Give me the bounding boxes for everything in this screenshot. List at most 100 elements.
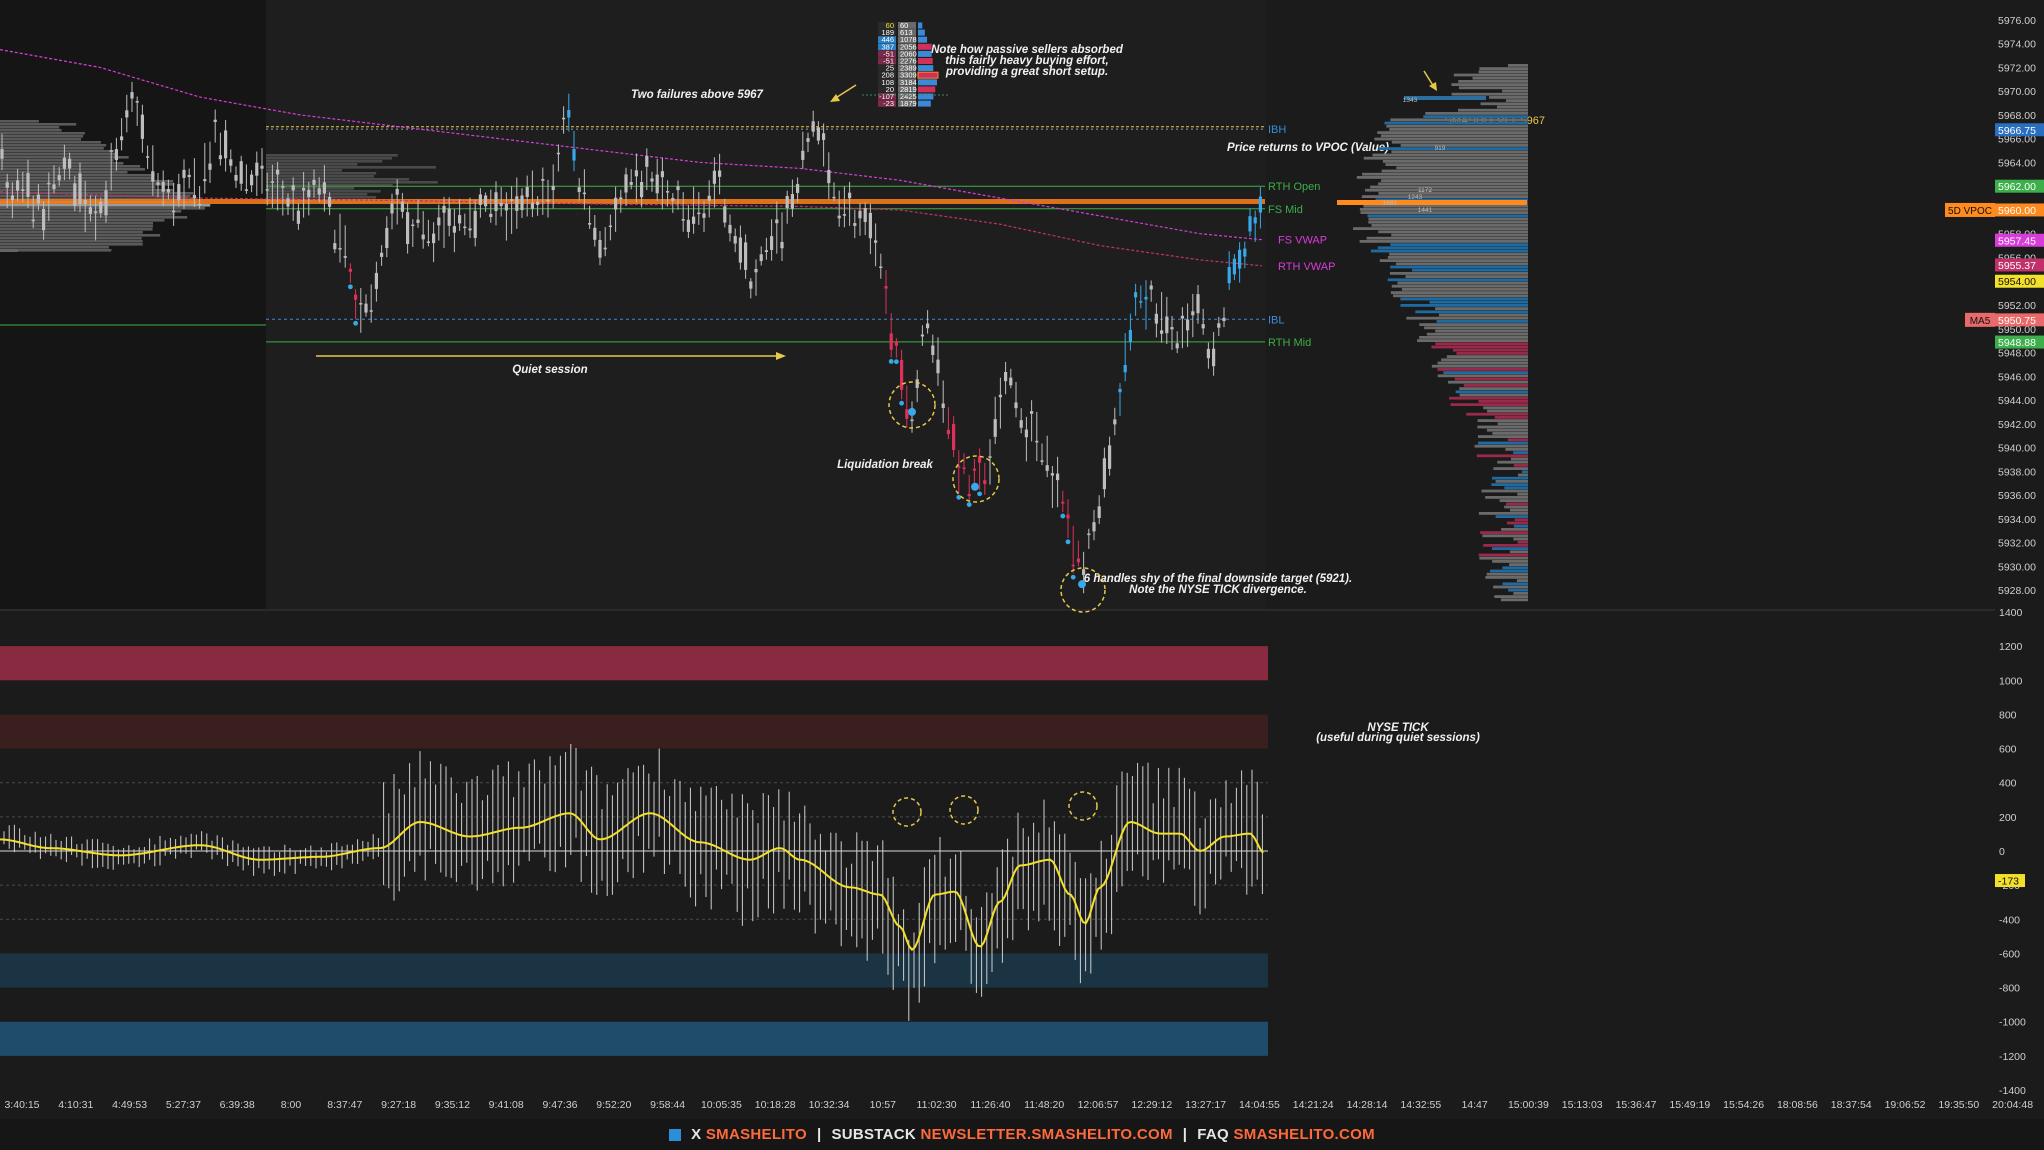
volume-profile-bar xyxy=(1485,576,1528,579)
price-axis-tick-label: 5930.00 xyxy=(1998,561,2036,573)
footprint-cell xyxy=(898,43,916,51)
footprint-cell xyxy=(898,78,916,86)
candle-body xyxy=(775,219,779,224)
candle-body xyxy=(1061,501,1065,504)
large-delta-dot xyxy=(1078,580,1086,589)
volume-profile-bar xyxy=(1494,595,1528,598)
candle-body xyxy=(1227,266,1231,284)
volume-profile-bar xyxy=(1483,406,1528,410)
candle-body xyxy=(1035,440,1039,443)
volume-profile-bar xyxy=(1486,428,1528,432)
overnight-profile-bar xyxy=(0,159,114,162)
candle-body xyxy=(229,159,233,166)
candle-body xyxy=(1175,343,1179,349)
volume-profile-bar xyxy=(1363,204,1528,208)
time-axis-tick-label: 10:57 xyxy=(870,1099,896,1111)
overnight-profile-bar xyxy=(0,222,154,225)
volume-profile-bar xyxy=(1518,473,1528,477)
candle-body xyxy=(567,109,571,118)
candle-body xyxy=(218,155,222,160)
overnight-profile-bar xyxy=(0,120,39,123)
rth-profile-bar xyxy=(266,163,358,166)
footprint-volume-bar xyxy=(918,93,934,100)
candle-body xyxy=(265,189,269,191)
footprint-left-value: 108 xyxy=(881,78,894,87)
volume-profile-bar xyxy=(1400,297,1528,301)
volume-profile-bar xyxy=(1472,76,1528,80)
candle-body xyxy=(1149,285,1153,290)
volume-profile-bar xyxy=(1513,524,1528,528)
rth-profile-bar xyxy=(266,181,438,184)
candle-body xyxy=(749,281,753,289)
annotation-price-returns: Price returns to VPOC (Value) xyxy=(1227,142,1389,154)
volume-profile-bar xyxy=(1478,441,1528,445)
candle-body xyxy=(255,162,259,176)
candle-body xyxy=(1040,460,1044,462)
overnight-profile-bar xyxy=(0,189,175,192)
overnight-profile-bar xyxy=(0,225,154,228)
volume-profile-bar xyxy=(1485,496,1528,499)
overnight-profile-bar xyxy=(0,231,143,234)
annotation-two-failures: Two failures above 5967 xyxy=(631,89,763,101)
candle-body xyxy=(1087,533,1091,536)
price-tag-label: 5957.45 xyxy=(1998,235,2036,247)
candle-body xyxy=(536,201,540,205)
annotation-tick-title: NYSE TICK xyxy=(1367,722,1429,734)
volume-profile-bar xyxy=(1436,320,1528,323)
candle-body xyxy=(614,197,618,210)
failure-arrow xyxy=(833,84,857,100)
rth-vwap-label: RTH VWAP xyxy=(1278,261,1335,273)
time-axis-tick-label: 9:52:20 xyxy=(596,1099,631,1111)
volume-profile-bar xyxy=(1446,355,1528,358)
candle-body xyxy=(1056,473,1060,481)
time-axis-tick-label: 15:54:26 xyxy=(1723,1099,1764,1111)
overnight-profile-bar xyxy=(0,186,156,189)
candle-body xyxy=(416,219,420,223)
footer-x-handle[interactable]: SMASHELITO xyxy=(705,1126,807,1143)
tick-extreme-high-band xyxy=(0,646,1268,681)
tick-extreme-low-band xyxy=(0,1021,1268,1056)
price-axis-tick-label: 5970.00 xyxy=(1998,86,2036,98)
candle-body xyxy=(239,161,243,184)
volume-profile-bar xyxy=(1487,409,1528,413)
candle-body xyxy=(291,185,295,191)
arrow-head-icon xyxy=(1429,82,1437,91)
candle-body xyxy=(31,219,35,222)
footprint-volume-bar xyxy=(918,58,933,64)
candle-body xyxy=(1222,317,1226,322)
overnight-profile-bar xyxy=(0,135,84,138)
candle-body xyxy=(224,130,228,159)
candle-body xyxy=(525,186,529,197)
footprint-cell xyxy=(898,71,916,79)
volume-profile-bar xyxy=(1476,454,1528,458)
candle-body xyxy=(166,189,170,193)
price-axis-tick-label: 5976.00 xyxy=(1998,15,2036,27)
volume-profile-bar xyxy=(1384,121,1528,125)
ibh-label: IBH xyxy=(1268,124,1286,136)
volume-profile-bar xyxy=(1480,531,1528,534)
candle-body xyxy=(1206,348,1210,359)
candle-body xyxy=(926,323,930,329)
candle-body xyxy=(780,241,784,249)
price-tag xyxy=(1995,203,2044,217)
overnight-profile-bar xyxy=(0,207,205,210)
footer-substack-url[interactable]: NEWSLETTER.SMASHELITO.COM xyxy=(920,1126,1173,1143)
footprint-right-value: 2276 xyxy=(900,57,917,66)
candle-body xyxy=(343,256,347,258)
candle-body xyxy=(863,208,867,223)
candle-body xyxy=(73,183,77,206)
candle-body xyxy=(26,173,30,197)
overnight-profile-bar xyxy=(0,243,143,246)
candle-body xyxy=(884,286,888,289)
overnight-profile-bar xyxy=(0,213,175,216)
volume-profile-bar xyxy=(1478,400,1528,403)
volume-profile-bar xyxy=(1378,230,1528,234)
footprint-volume-bar xyxy=(918,29,925,36)
candle-body xyxy=(978,456,982,463)
footer-faq-url[interactable]: SMASHELITO.COM xyxy=(1233,1126,1375,1143)
candle-body xyxy=(889,333,893,350)
footprint-volume-bar xyxy=(918,22,923,29)
volume-profile-bar xyxy=(1377,131,1528,134)
footprint-volume-bar xyxy=(918,50,932,57)
